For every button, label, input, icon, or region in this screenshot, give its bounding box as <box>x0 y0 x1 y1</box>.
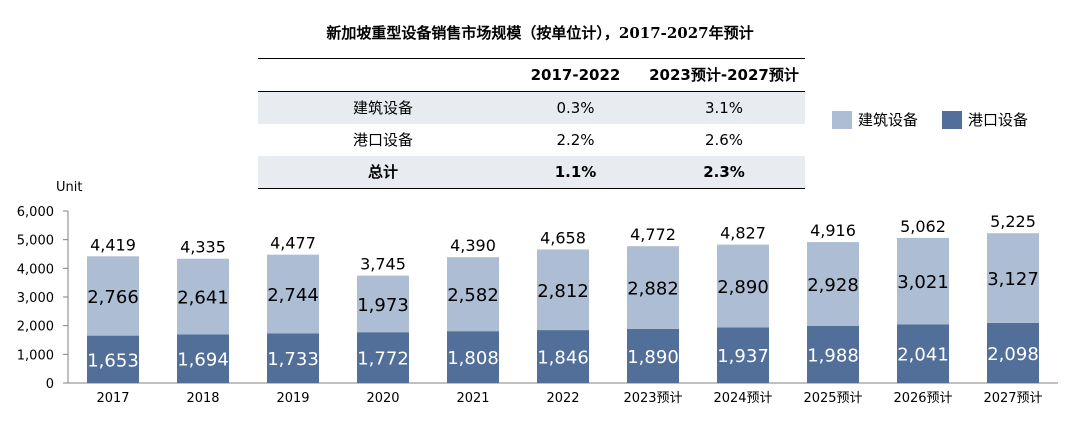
data-label-total: 4,335 <box>180 238 226 257</box>
table-header-period-2: 2023预计-2027预计 <box>649 66 799 84</box>
legend-label: 港口设备 <box>968 111 1029 129</box>
bar-port-equipment <box>807 326 859 383</box>
data-label-construction: 2,641 <box>177 288 229 309</box>
data-label-total: 4,477 <box>270 234 316 253</box>
table-row-port: 港口设备 2.2% 2.6% <box>258 124 805 156</box>
y-tick-label: 6,000 <box>17 205 54 220</box>
data-label-total: 4,772 <box>630 225 676 244</box>
data-label-total: 5,225 <box>990 212 1036 231</box>
x-tick-label: 2026预计 <box>893 391 952 406</box>
data-label-total: 3,745 <box>360 255 406 274</box>
data-label-port: 1,937 <box>717 346 769 367</box>
bar-construction-equipment <box>627 246 679 329</box>
data-label-construction: 1,973 <box>357 295 409 316</box>
data-label-total: 4,390 <box>450 236 496 255</box>
table-top-rule <box>258 58 805 59</box>
data-label-port: 1,890 <box>627 347 679 368</box>
x-tick-label: 2023预计 <box>623 391 682 406</box>
data-label-port: 1,846 <box>537 348 589 369</box>
data-label-port: 1,988 <box>807 346 859 367</box>
data-label-port: 2,098 <box>987 344 1039 365</box>
x-tick-label: 2018 <box>186 391 219 406</box>
table-row-total: 总计 1.1% 2.3% <box>258 156 805 188</box>
y-axis-label: Unit <box>56 180 82 195</box>
bar-construction-equipment <box>447 257 499 332</box>
data-label-construction: 2,766 <box>87 287 139 308</box>
legend-label: 建筑设备 <box>858 111 919 129</box>
data-label-port: 1,694 <box>177 350 229 371</box>
x-tick-label: 2020 <box>366 391 399 406</box>
data-label-port: 1,653 <box>87 350 139 371</box>
data-label-port: 1,808 <box>447 348 499 369</box>
bar-port-equipment <box>537 330 589 383</box>
bar-construction-equipment <box>267 254 319 334</box>
data-label-total: 4,916 <box>810 221 856 240</box>
x-tick-label: 2019 <box>276 391 309 406</box>
y-tick-label: 3,000 <box>17 291 54 306</box>
row-value: 1.1% <box>554 163 597 181</box>
data-label-construction: 2,890 <box>717 277 769 298</box>
data-label-total: 4,658 <box>540 228 586 247</box>
bar-port-equipment <box>87 335 139 383</box>
x-tick-label: 2027预计 <box>983 391 1042 406</box>
table-header-period-1: 2017-2022 <box>530 66 621 84</box>
bar-construction-equipment <box>177 258 229 335</box>
data-label-construction: 2,744 <box>267 285 319 306</box>
bar-construction-equipment <box>357 275 409 333</box>
bar-port-equipment <box>177 334 229 383</box>
bar-port-equipment <box>357 332 409 383</box>
row-label: 港口设备 <box>352 131 413 149</box>
data-label-port: 1,733 <box>267 349 319 370</box>
x-tick-label: 2024预计 <box>713 391 772 406</box>
x-tick-label: 2017 <box>96 391 129 406</box>
bar-construction-equipment <box>987 233 1039 323</box>
x-tick-label: 2021 <box>456 391 489 406</box>
data-label-total: 4,827 <box>720 224 766 243</box>
row-value: 3.1% <box>704 99 744 117</box>
table-header-row: 2017-2022 2023预计-2027预计 <box>258 59 805 91</box>
data-label-port: 1,772 <box>357 349 409 370</box>
bar-construction-equipment <box>717 244 769 328</box>
data-label-construction: 3,127 <box>987 269 1039 290</box>
row-value: 2.2% <box>556 131 595 149</box>
table-bottom-rule <box>258 188 805 189</box>
row-label: 建筑设备 <box>352 99 413 117</box>
legend-swatch <box>832 111 852 129</box>
bar-port-equipment <box>447 331 499 383</box>
row-value: 2.6% <box>704 131 744 149</box>
data-label-construction: 2,882 <box>627 279 679 300</box>
row-label: 总计 <box>367 163 398 181</box>
x-tick-label: 2025预计 <box>803 391 862 406</box>
bar-port-equipment <box>267 333 319 383</box>
chart-title: 新加坡重型设备销售市场规模（按单位计），2017-2027年预计 <box>326 24 754 42</box>
y-tick-label: 5,000 <box>17 234 54 249</box>
y-tick-label: 1,000 <box>17 348 54 363</box>
bar-construction-equipment <box>807 242 859 327</box>
table-row-construction: 建筑设备 0.3% 3.1% <box>258 92 805 124</box>
data-label-construction: 3,021 <box>897 272 949 293</box>
data-label-total: 4,419 <box>90 235 136 254</box>
data-label-construction: 2,928 <box>807 275 859 296</box>
table-header-rule <box>258 91 805 92</box>
bar-port-equipment <box>627 328 679 383</box>
bar-construction-equipment <box>537 249 589 331</box>
row-value: 2.3% <box>703 163 745 181</box>
y-tick-label: 0 <box>46 377 54 392</box>
y-tick-label: 2,000 <box>17 320 54 335</box>
legend-swatch <box>942 111 962 129</box>
data-label-total: 5,062 <box>900 217 946 236</box>
data-label-port: 2,041 <box>897 345 949 366</box>
y-tick-label: 4,000 <box>17 262 54 277</box>
bar-port-equipment <box>717 327 769 383</box>
row-value: 0.3% <box>556 99 595 117</box>
x-tick-label: 2022 <box>546 391 579 406</box>
data-label-construction: 2,582 <box>447 285 499 306</box>
bar-construction-equipment <box>897 237 949 325</box>
bar-construction-equipment <box>87 256 139 336</box>
bar-port-equipment <box>897 324 949 383</box>
bar-port-equipment <box>987 322 1039 383</box>
data-label-construction: 2,812 <box>537 281 589 302</box>
